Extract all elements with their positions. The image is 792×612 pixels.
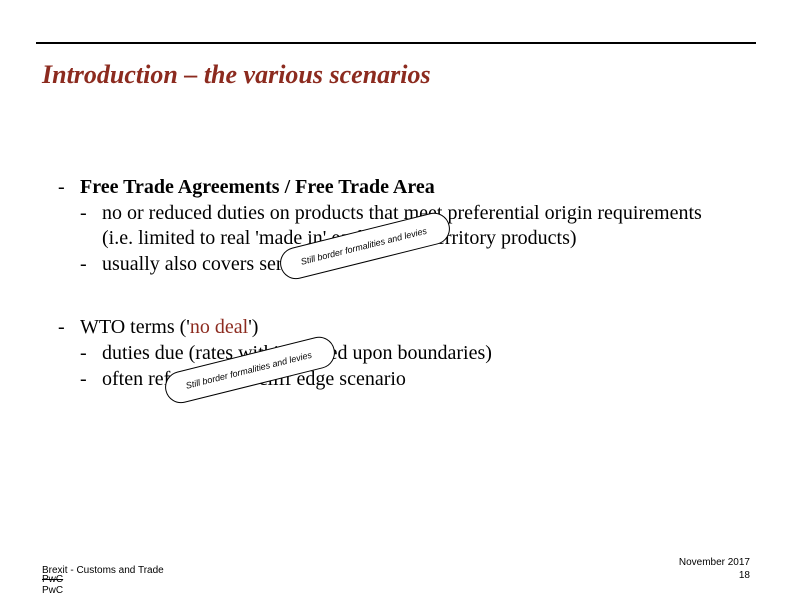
bullet-dash: - [58,315,80,341]
bullet-dash: - [80,341,102,367]
top-rule [36,42,756,44]
fta-heading: Free Trade Agreements / Free Trade Area [80,175,435,201]
wto-heading-pre: WTO terms (' [80,316,190,338]
footer-logo: PwC PwC [42,575,63,596]
slide-content: - Free Trade Agreements / Free Trade Are… [58,175,732,392]
bullet-dash: - [58,175,80,201]
bullet-dash: - [80,252,102,278]
footer-page: 18 [679,569,750,582]
bullet-dash: - [80,367,102,393]
fta-heading-row: - Free Trade Agreements / Free Trade Are… [58,175,732,201]
wto-item-1: - duties due (rates within agreed upon b… [80,341,732,367]
footer-logo-line1: PwC [42,574,63,585]
bullet-dash: - [80,201,102,252]
wto-heading-post: ') [248,316,258,338]
footer-right: November 2017 18 [679,556,750,582]
wto-block: - WTO terms ('no deal') - duties due (ra… [58,315,732,392]
footer-logo-line2: PwC [42,585,63,596]
slide-title: Introduction – the various scenarios [42,60,431,90]
wto-heading-row: - WTO terms ('no deal') [58,315,732,341]
fta-item-2: - usually also covers services [80,252,732,278]
slide: Introduction – the various scenarios - F… [0,0,792,612]
footer-date: November 2017 [679,556,750,569]
wto-heading: WTO terms ('no deal') [80,315,258,341]
wto-heading-accent: no deal [190,316,248,338]
